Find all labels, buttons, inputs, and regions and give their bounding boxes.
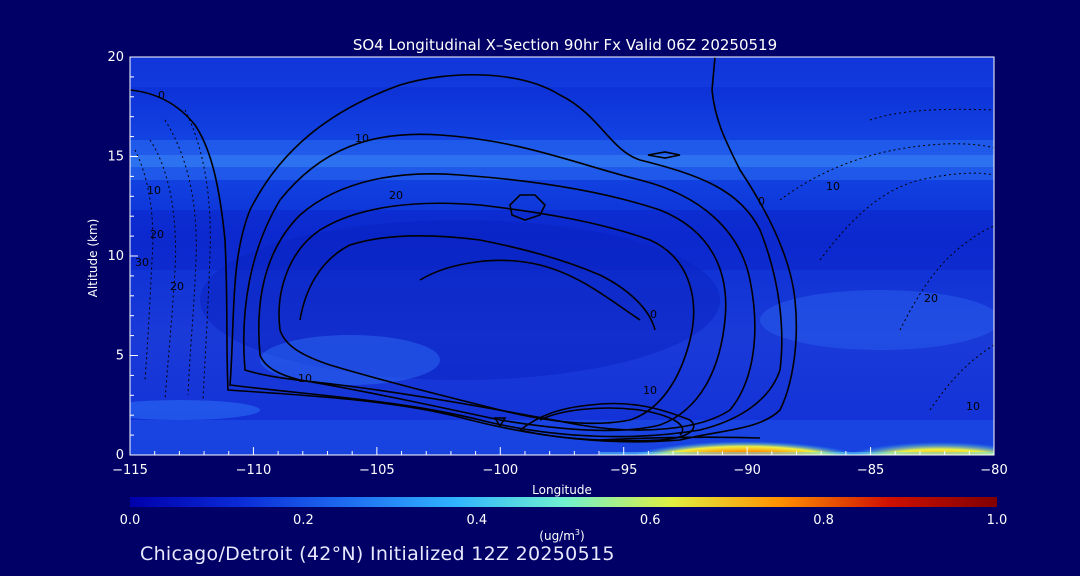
contour-label: 10 xyxy=(643,384,657,397)
colorbar-tick-label: 0.2 xyxy=(293,513,314,528)
contour-label: 10 xyxy=(826,180,840,193)
x-axis-label: Longitude xyxy=(532,483,592,497)
x-tick-label: −95 xyxy=(610,463,637,478)
y-tick-label: 0 xyxy=(116,448,124,463)
colorbar-unit-close: ) xyxy=(580,529,585,543)
contour-label: 0 xyxy=(158,89,165,102)
colorbar-tick-label: 0.0 xyxy=(120,513,141,528)
y-tick-label: 20 xyxy=(107,50,124,65)
colorbar-unit-superscript: 3 xyxy=(575,528,580,537)
contour-label: 20 xyxy=(150,228,164,241)
colorbar-tick-label: 0.6 xyxy=(640,513,661,528)
contour-label: 20 xyxy=(170,280,184,293)
contour-label-group: 0 10 20 10 20 30 20 10 0 10 0 10 20 10 xyxy=(135,89,980,413)
y-axis-label: Altitude (km) xyxy=(86,219,100,298)
contour-label: 20 xyxy=(389,189,403,202)
y-tick-label: 5 xyxy=(116,349,124,364)
colorbar-unit-label: (ug/m3) xyxy=(539,528,584,543)
contour-label: 0 xyxy=(650,308,657,321)
contour-label: 10 xyxy=(966,400,980,413)
x-tick-label: −100 xyxy=(482,463,518,478)
x-tick-label: −90 xyxy=(733,463,760,478)
contour-label: 10 xyxy=(147,184,161,197)
colorbar-tick-label: 1.0 xyxy=(987,513,1008,528)
contour-label: 10 xyxy=(355,132,369,145)
x-tick-label: −105 xyxy=(359,463,395,478)
y-tick-label: 15 xyxy=(107,150,124,165)
y-tick-label: 10 xyxy=(107,249,124,264)
footer-caption: Chicago/Detroit (42°N) Initialized 12Z 2… xyxy=(140,543,615,565)
x-axis: −115 −110 −105 −100 −95 −90 −85 −80 xyxy=(112,447,1008,478)
colorbar: 0.0 0.2 0.4 0.6 0.8 1.0 (ug/m3) xyxy=(120,497,1008,543)
contour-label: 20 xyxy=(924,292,938,305)
colorbar-strip xyxy=(130,497,997,507)
colorbar-ticks: 0.0 0.2 0.4 0.6 0.8 1.0 xyxy=(120,513,1008,528)
y-axis: 0 5 10 15 20 xyxy=(107,50,138,463)
colorbar-tick-label: 0.8 xyxy=(813,513,834,528)
colorbar-unit-text: (ug/m xyxy=(539,529,575,543)
contour-lines xyxy=(130,57,798,443)
x-tick-label: −110 xyxy=(236,463,272,478)
contour-label: 30 xyxy=(135,256,149,269)
heatmap-field xyxy=(130,57,994,455)
contour-label: 0 xyxy=(758,195,765,208)
contour-label: 10 xyxy=(298,372,312,385)
x-tick-label: −80 xyxy=(980,463,1007,478)
x-tick-label: −85 xyxy=(857,463,884,478)
x-tick-label: −115 xyxy=(112,463,148,478)
chart-title: SO4 Longitudinal X–Section 90hr Fx Valid… xyxy=(353,36,777,54)
colorbar-tick-label: 0.4 xyxy=(466,513,487,528)
dashed-contours xyxy=(134,108,994,411)
